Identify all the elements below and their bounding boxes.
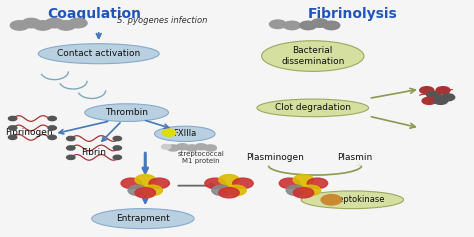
- Circle shape: [422, 97, 436, 104]
- Circle shape: [283, 21, 300, 30]
- Circle shape: [9, 126, 17, 130]
- Circle shape: [286, 185, 307, 196]
- Circle shape: [113, 137, 121, 141]
- Circle shape: [67, 146, 75, 150]
- Text: Streptokinase: Streptokinase: [320, 195, 384, 204]
- Ellipse shape: [155, 126, 215, 141]
- Text: Bacterial
dissemination: Bacterial dissemination: [281, 46, 345, 66]
- Text: Contact activation: Contact activation: [57, 49, 140, 58]
- Circle shape: [434, 97, 448, 104]
- Text: streptococcal
M1 protein: streptococcal M1 protein: [178, 151, 225, 164]
- Circle shape: [67, 155, 75, 160]
- Circle shape: [420, 87, 434, 94]
- Circle shape: [212, 185, 232, 196]
- Circle shape: [162, 144, 171, 149]
- Circle shape: [162, 129, 176, 136]
- Text: Thrombin: Thrombin: [105, 108, 148, 117]
- Circle shape: [113, 155, 121, 160]
- Circle shape: [233, 178, 253, 188]
- Circle shape: [167, 145, 179, 151]
- Circle shape: [10, 21, 29, 30]
- Circle shape: [128, 185, 148, 196]
- Ellipse shape: [262, 41, 364, 71]
- Text: Plasminogen: Plasminogen: [246, 153, 304, 162]
- Text: Plasmin: Plasmin: [337, 153, 372, 162]
- Circle shape: [293, 175, 314, 185]
- Circle shape: [9, 135, 17, 139]
- Circle shape: [427, 91, 441, 98]
- Circle shape: [135, 187, 155, 198]
- Circle shape: [48, 135, 56, 139]
- Circle shape: [270, 20, 286, 28]
- Text: Clot degradation: Clot degradation: [275, 103, 351, 112]
- Circle shape: [135, 175, 155, 185]
- Ellipse shape: [85, 104, 169, 121]
- Circle shape: [121, 178, 142, 188]
- Text: Entrapment: Entrapment: [116, 214, 170, 223]
- Text: Fibrinolysis: Fibrinolysis: [308, 7, 397, 21]
- Circle shape: [219, 175, 239, 185]
- Text: Fibrin: Fibrin: [82, 148, 107, 157]
- Circle shape: [279, 178, 300, 188]
- Circle shape: [149, 178, 169, 188]
- Circle shape: [9, 116, 17, 121]
- Circle shape: [226, 185, 246, 196]
- Circle shape: [311, 19, 328, 27]
- Circle shape: [323, 21, 340, 30]
- Circle shape: [219, 187, 239, 198]
- Circle shape: [176, 144, 189, 150]
- Circle shape: [204, 145, 217, 151]
- Ellipse shape: [38, 44, 159, 64]
- Text: Coagulation: Coagulation: [47, 7, 141, 21]
- Circle shape: [68, 18, 87, 28]
- Circle shape: [48, 126, 56, 130]
- Text: FXIIIa: FXIIIa: [173, 129, 196, 138]
- Circle shape: [307, 178, 328, 188]
- Ellipse shape: [301, 191, 403, 209]
- Circle shape: [67, 137, 75, 141]
- Circle shape: [293, 187, 314, 198]
- Circle shape: [142, 185, 163, 196]
- Circle shape: [300, 185, 321, 196]
- Circle shape: [34, 21, 52, 30]
- Text: Fibrinogen: Fibrinogen: [5, 128, 53, 137]
- Circle shape: [45, 18, 64, 28]
- Ellipse shape: [257, 99, 369, 117]
- Text: S. pyogenes infection: S. pyogenes infection: [118, 16, 208, 25]
- Ellipse shape: [92, 209, 194, 229]
- Circle shape: [441, 94, 455, 101]
- Circle shape: [186, 145, 198, 151]
- Circle shape: [436, 87, 450, 94]
- Circle shape: [195, 144, 207, 150]
- Circle shape: [22, 18, 41, 28]
- Circle shape: [300, 21, 317, 30]
- Circle shape: [57, 21, 75, 30]
- Circle shape: [113, 146, 121, 150]
- Circle shape: [321, 195, 342, 205]
- Circle shape: [48, 116, 56, 121]
- Circle shape: [205, 178, 225, 188]
